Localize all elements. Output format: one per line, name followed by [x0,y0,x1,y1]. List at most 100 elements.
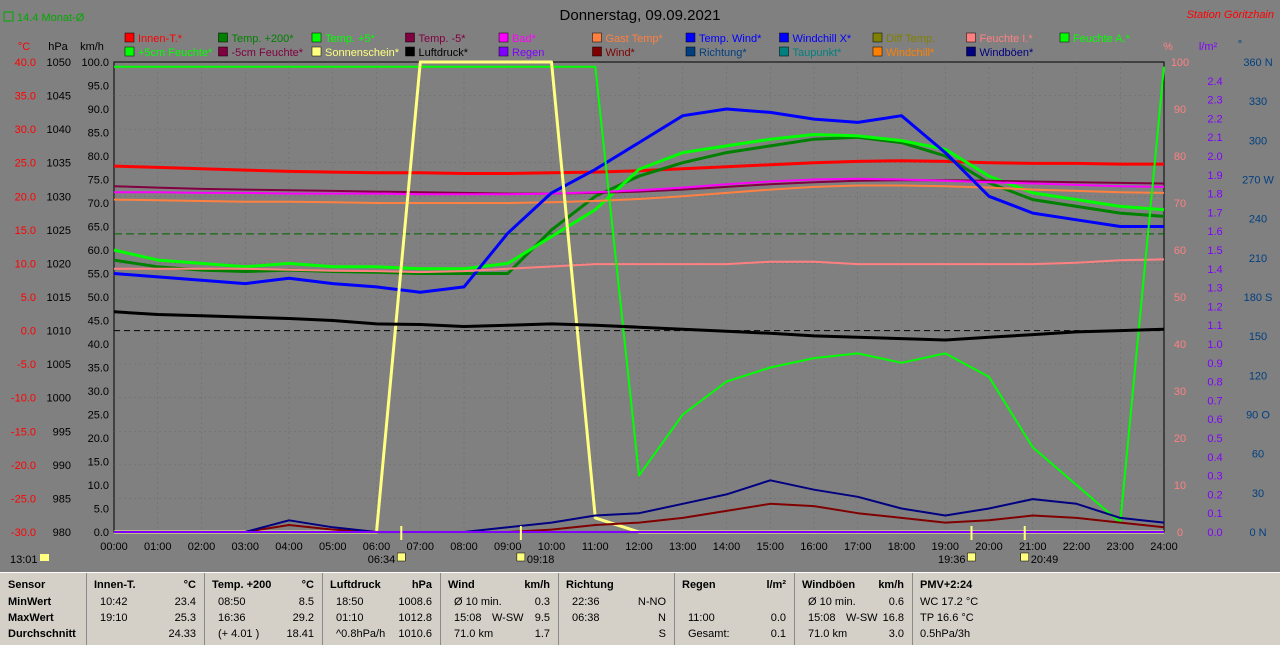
rain-tick: 1.1 [1207,320,1222,332]
druck-unit: hPa [411,579,432,591]
druck-title: Luftdruck [330,579,381,591]
pct-tick: 80 [1174,151,1186,163]
temp-tick: 5.0 [21,292,36,304]
boeen-r3b: 3.0 [888,628,904,640]
kmh-tick: 100.0 [81,57,109,69]
hpa-tick: 1045 [47,91,71,103]
kmh-tick: 5.0 [94,504,109,516]
rain-tick: 1.0 [1207,339,1222,351]
hpa-tick: 990 [53,460,71,472]
x-tick: 18:00 [888,541,916,553]
legend-label: Windchill* [886,47,935,59]
unit-rain: l/m² [1199,41,1218,53]
wind-r3a: 71.0 km [454,628,494,640]
legend-swatch [779,32,789,43]
druck-r3b: 1010.6 [398,628,432,640]
legend-swatch [311,32,322,43]
regen-r2b: 0.0 [770,612,786,624]
richtung-r3b: S [658,628,666,640]
temp-tick: 10.0 [15,258,36,270]
x-tick: 17:00 [844,541,872,553]
rain-tick: 1.8 [1207,189,1222,201]
sunset-label: 19:36 [938,554,966,566]
rain-tick: 0.3 [1207,471,1222,483]
richtung-title: Richtung [566,579,614,591]
kmh-tick: 70.0 [88,198,109,210]
temp-r2a: 16:36 [218,612,246,624]
hpa-tick: 1010 [47,326,71,338]
innen-unit: °C [183,579,196,591]
legend-label: Taupunkt* [793,47,843,59]
legend-swatch [124,32,135,43]
kmh-tick: 10.0 [88,480,109,492]
stats-max-label: MaxWert [8,612,54,624]
rain-tick: 1.2 [1207,301,1222,313]
dir-tick: 60 [1252,449,1264,461]
legend-swatch [311,46,322,57]
x-tick: 19:00 [931,541,959,553]
boeen-r2a: 15:08 [808,612,836,624]
regen-r2a: 11:00 [688,612,715,624]
x-tick: 21:00 [1019,541,1047,553]
regen-r3a: Gesamt: [688,628,730,640]
legend-swatch [592,32,602,43]
hpa-tick: 985 [53,493,71,505]
series-line-11 [114,502,1165,533]
x-tick: 08:00 [450,541,478,553]
stats-sensor-col: Sensor MinWert MaxWert Durchschnitt [0,573,87,645]
temp-tick: -10.0 [11,393,36,405]
pct-tick: 40 [1174,339,1186,351]
temp-r3a: (+ 4.01 ) [218,628,260,640]
sun_high_1-icon [516,552,526,562]
legend-label: Bad* [512,33,537,45]
series-line-12 [114,479,1165,533]
stats-panel: Sensor MinWert MaxWert Durchschnitt Inne… [0,572,1280,645]
richtung-r1b: N-NO [637,596,666,608]
temp-tick: -5.0 [17,359,36,371]
unit-kmh: km/h [80,41,104,53]
stats-wind-col: Wind km/h Ø 10 min. 0.3 15:08 W-SW 9.5 71.0 km 1… [440,573,559,645]
innen-r2b: 25.3 [174,612,196,624]
dir-tick: 270 W [1242,175,1274,187]
x-tick: 00:00 [100,541,128,553]
month-avg-label: 14.4 Monat-Ø [17,12,85,24]
x-tick: 24:00 [1150,541,1178,553]
rain-tick: 1.9 [1207,170,1222,182]
legend-swatch [779,46,789,57]
temp-tick: 35.0 [15,91,36,103]
dir-tick: 30 [1252,488,1264,500]
stats-pmv-title: PMV+2:24 [920,579,973,591]
kmh-tick: 75.0 [88,175,109,187]
stats-pmv-tp: TP 16.6 °C [920,612,974,624]
x-tick: 22:00 [1063,541,1091,553]
kmh-tick: 65.0 [88,222,109,234]
druck-r2b: 1012.8 [398,612,432,624]
wind-r2a: 15:08 [454,612,482,624]
dir-tick: 0 N [1249,527,1266,539]
legend-label: Feuchte I.* [980,33,1034,45]
kmh-tick: 20.0 [88,433,109,445]
legend-swatch [405,46,415,57]
temp-unit: °C [301,579,314,591]
boeen-title: Windböen [802,579,856,591]
legend-swatch [498,32,509,43]
dir-tick: 90 O [1246,410,1270,422]
kmh-tick: 30.0 [88,386,109,398]
legend-swatch [685,32,696,43]
x-tick: 11:00 [582,541,609,553]
rain-tick: 0.8 [1207,377,1222,389]
dir-tick: 360 N [1243,57,1272,69]
stats-pmv-col: PMV+2:24 WC 17.2 °C TP 16.6 °C 0.5hPa/3h [912,573,1032,645]
hpa-tick: 995 [53,426,71,438]
stats-innen-col: Innen-T. °C 10:42 23.4 19:10 25.3 24.33 [86,573,205,645]
legend-label: Richtung* [699,47,747,59]
hpa-tick: 1005 [47,359,71,371]
temp-r2b: 29.2 [292,612,314,624]
temp-tick: 20.0 [15,191,36,203]
unit-hpa: hPa [48,41,68,53]
legend-swatch [498,46,509,57]
stats-pmv-wc: WC 17.2 °C [920,596,979,608]
x-tick: 03:00 [231,541,259,553]
legend-swatch [966,46,976,57]
time-markers: 06:34 09:18 19:36 20:49 13:01 [10,526,1058,566]
